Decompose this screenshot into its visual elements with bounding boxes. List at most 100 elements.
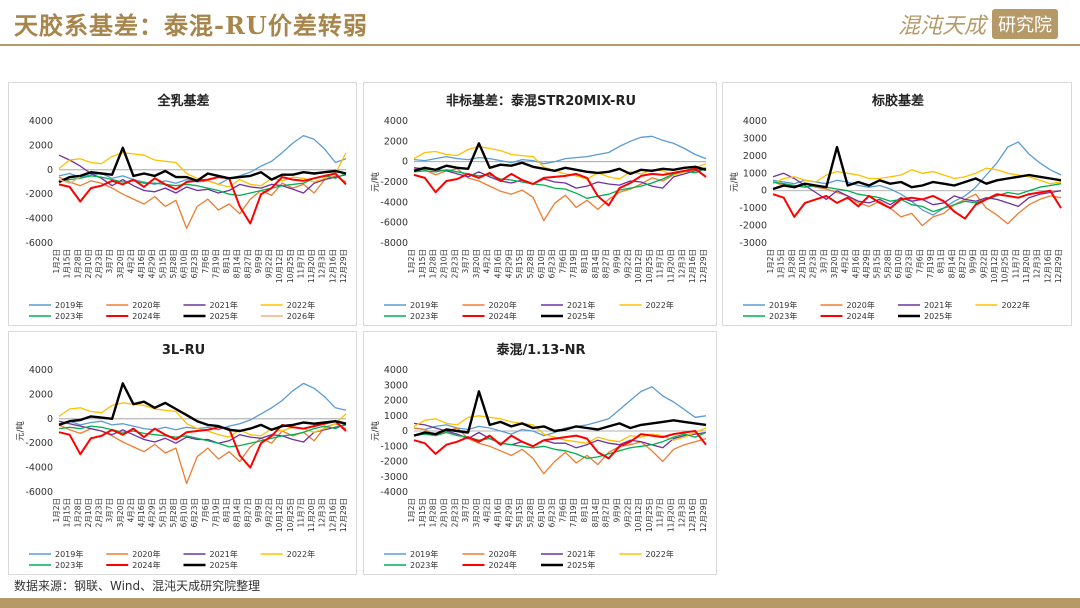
x-tick-label: 9月9日 [254, 249, 263, 274]
y-tick-label: 0 [47, 414, 53, 425]
legend-label: 2019年 [769, 300, 797, 310]
y-tick-label: -1000 [380, 441, 408, 452]
legend-label: 2021年 [567, 300, 595, 310]
series-line-2024 [413, 167, 707, 207]
chart-panel-1: 全乳基差 -6000 -4000 -2000 0 2000 4000 1月2日 1月15日 1月2… [8, 82, 357, 326]
x-tick-label: 4月29日 [504, 498, 513, 527]
x-tick-label: 8月14日 [591, 249, 600, 278]
x-tick-label: 8月27日 [602, 498, 611, 527]
x-tick-label: 4月29日 [862, 249, 871, 278]
legend-label: 2022年 [646, 300, 674, 310]
x-tick-label: 3月20日 [116, 498, 125, 527]
chart-panel-4: 3L-RU -6000 -4000 -2000 0 2000 4000 元/吨 1月2日 1月15… [8, 331, 357, 575]
x-tick-label: 1月28日 [73, 498, 82, 527]
series-line-2023 [413, 431, 707, 460]
y-tick-label: 0 [47, 165, 53, 176]
x-tick-label: 7月19日 [569, 249, 578, 278]
series-line-2025 [58, 146, 347, 184]
chart-3l-ru: 3L-RU -6000 -4000 -2000 0 2000 4000 元/吨 1月2日 1月15… [15, 343, 348, 570]
x-tick-label: 1月28日 [429, 249, 438, 278]
x-tick-label: 11月20日 [667, 249, 676, 283]
x-tick-label: 5月15日 [158, 498, 167, 527]
x-tick-label: 12月29日 [339, 498, 348, 532]
x-tick-label: 8月1日 [580, 249, 589, 274]
legend-label: 2019年 [55, 549, 83, 559]
x-tick-label: 9月22日 [623, 498, 632, 527]
x-tick-label: 1月15日 [418, 249, 427, 278]
x-tick-label: 5月15日 [158, 249, 167, 278]
x-tick-label: 8月14日 [233, 498, 242, 527]
series-line-2025 [413, 142, 707, 176]
y-axis-label: 元/吨 [15, 421, 26, 441]
x-tick-label: 3月7日 [105, 498, 114, 523]
x-tick-label: 2月10日 [439, 498, 448, 527]
y-tick-label: -4000 [380, 197, 408, 208]
x-tick-label: 2月23日 [450, 249, 459, 278]
legend-label: 2021年 [924, 300, 952, 310]
x-tick-label: 12月29日 [1054, 249, 1063, 283]
x-tick-label: 3月20日 [830, 249, 839, 278]
x-tick-label: 1月2日 [52, 498, 61, 523]
legend-label: 2024年 [132, 311, 160, 321]
y-tick-label: -3000 [739, 238, 767, 249]
x-tick-label: 1月15日 [777, 249, 786, 278]
x-tick-label: 9月22日 [265, 249, 274, 278]
x-tick-label: 1月2日 [407, 249, 416, 274]
legend-label: 2024年 [489, 560, 517, 570]
x-tick-label: 1月15日 [63, 249, 72, 278]
x-tick-label: 6月23日 [548, 249, 557, 278]
series-line-2022 [772, 167, 1062, 185]
x-tick-label: 8月14日 [947, 249, 956, 278]
series-line-2019 [58, 134, 347, 186]
legend-label: 2022年 [646, 549, 674, 559]
x-tick-label: 10月12日 [275, 498, 284, 532]
y-axis-label: 元/吨 [370, 421, 381, 441]
y-tick-label: 1000 [384, 411, 408, 422]
x-tick-label: 4月16日 [137, 498, 146, 527]
x-tick-label: 6月10日 [537, 249, 546, 278]
x-tick-label: 7月6日 [558, 249, 567, 274]
x-tick-label: 12月3日 [677, 498, 686, 527]
y-tick-label: 4000 [29, 365, 53, 376]
x-tick-label: 9月9日 [612, 498, 621, 523]
legend-label: 2024年 [847, 311, 875, 321]
legend-label: 2023年 [410, 560, 438, 570]
logo-box: 研究院 [992, 9, 1058, 39]
y-tick-label: 1000 [743, 168, 767, 179]
x-tick-label: 3月7日 [105, 249, 114, 274]
y-tick-label: -8000 [380, 238, 408, 249]
series-line-2020 [772, 181, 1062, 227]
legend-label: 2019年 [55, 300, 83, 310]
x-tick-label: 11月7日 [656, 249, 665, 278]
x-tick-label: 10月25日 [645, 498, 654, 532]
x-tick-label: 1月2日 [407, 498, 416, 523]
x-tick-label: 8月27日 [602, 249, 611, 278]
legend-label: 2021年 [567, 549, 595, 559]
chart-quanru-basis: 全乳基差 -6000 -4000 -2000 0 2000 4000 1月2日 1月15日 1月2… [25, 93, 348, 321]
y-axis-label: 元/吨 [729, 172, 740, 192]
series-line-2021 [58, 154, 347, 194]
x-tick-label: 5月15日 [873, 249, 882, 278]
y-tick-label: 2000 [384, 136, 408, 147]
x-tick-label: 5月28日 [526, 249, 535, 278]
chart-panel-3: 标胶基差 -3000 -2000 -1000 0 1000 2000 3000 4000 元/吨 1… [722, 82, 1072, 326]
header-divider [0, 44, 1080, 46]
y-tick-label: -2000 [739, 221, 767, 232]
x-tick-label: 10月12日 [634, 249, 643, 283]
y-tick-label: 2000 [29, 389, 53, 400]
y-tick-label: 4000 [384, 365, 408, 376]
y-tick-label: 3000 [384, 380, 408, 391]
chart-panel-2: 非标基差：泰混STR20MIX-RU -8000 -6000 -4000 -2000 0 2… [363, 82, 717, 326]
x-tick-label: 9月9日 [612, 249, 621, 274]
series-line-2023 [58, 172, 347, 197]
x-tick-label: 10月25日 [645, 249, 654, 283]
x-tick-label: 8月27日 [958, 249, 967, 278]
x-tick-label: 4月2日 [126, 249, 135, 274]
y-tick-label: 3000 [743, 133, 767, 144]
x-tick-label: 4月29日 [504, 249, 513, 278]
x-tick-label: 11月7日 [1011, 249, 1020, 278]
x-tick-label: 9月9日 [969, 249, 978, 274]
x-tick-label: 12月16日 [1043, 249, 1052, 283]
y-tick-label: -2000 [25, 189, 53, 200]
legend-label: 2020年 [847, 300, 875, 310]
